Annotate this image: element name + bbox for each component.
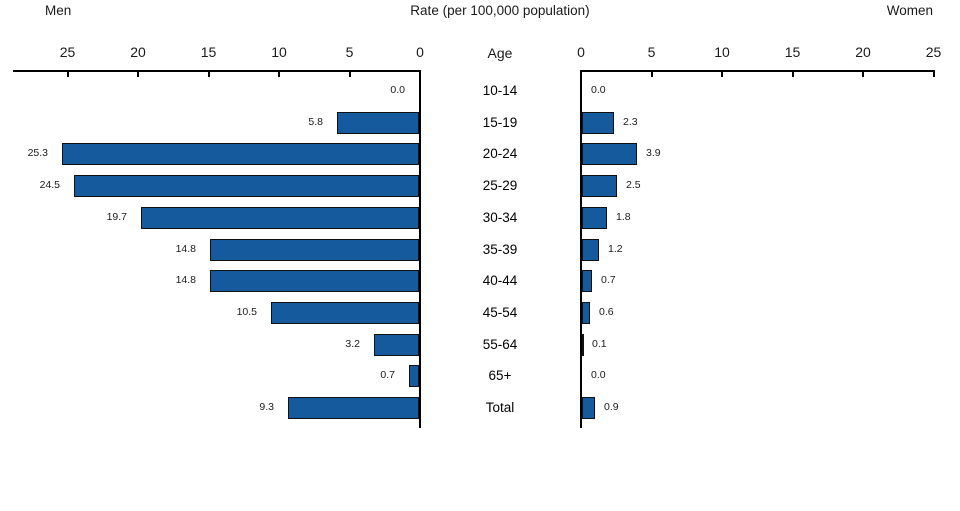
- men-axis-tick: [137, 71, 139, 77]
- women-bar: [582, 270, 592, 293]
- women-axis-line: [580, 70, 935, 72]
- men-value-label: 25.3: [27, 147, 48, 160]
- women-bar: [582, 175, 617, 198]
- men-value-label: 14.8: [175, 242, 196, 255]
- women-bar: [582, 397, 595, 419]
- men-bar: [74, 175, 419, 198]
- women-value-label: 0.9: [604, 401, 619, 413]
- women-value-label: 0.7: [601, 274, 616, 287]
- women-axis-tick: [721, 71, 723, 77]
- women-value-label: 1.2: [608, 242, 623, 255]
- chart-title: Rate (per 100,000 population): [410, 3, 590, 18]
- men-value-label: 19.7: [106, 210, 127, 223]
- age-group-label: 10-14: [482, 83, 518, 98]
- men-series-label: Men: [45, 3, 72, 18]
- men-value-label: 9.3: [259, 401, 274, 413]
- women-bar: [582, 206, 607, 229]
- men-bar: [337, 111, 419, 134]
- men-axis-tick-label: 5: [345, 44, 354, 60]
- women-value-label: 1.8: [616, 210, 631, 223]
- women-axis-tick-label: 5: [647, 44, 656, 60]
- men-value-label: 24.5: [39, 179, 60, 192]
- age-group-label: 65+: [488, 368, 512, 384]
- women-bar: [582, 301, 590, 324]
- women-value-label: 0.1: [592, 337, 607, 350]
- men-axis-tick-label: 10: [271, 44, 287, 60]
- women-axis-tick-label: 25: [925, 44, 942, 60]
- age-group-label: 35-39: [482, 241, 518, 257]
- men-value-label: 0.0: [390, 84, 405, 96]
- men-bar: [141, 206, 419, 229]
- age-group-label: 30-34: [482, 209, 518, 225]
- women-axis-tick: [932, 71, 935, 77]
- men-bar: [210, 270, 419, 293]
- women-value-label: 2.5: [626, 179, 641, 192]
- men-axis-tick: [278, 71, 280, 77]
- men-bar: [210, 238, 419, 261]
- men-value-label: 0.7: [380, 369, 395, 382]
- women-bar: [582, 143, 637, 166]
- women-value-label: 0.6: [599, 305, 614, 318]
- men-value-label: 14.8: [175, 274, 196, 287]
- age-group-label: 25-29: [482, 178, 518, 194]
- women-bar: [582, 111, 614, 134]
- men-axis-tick: [207, 71, 210, 77]
- women-bar: [582, 333, 584, 356]
- men-axis-tick: [66, 71, 69, 77]
- men-value-label: 10.5: [236, 305, 257, 318]
- women-value-label: 0.0: [591, 84, 606, 96]
- men-bar: [409, 365, 419, 388]
- women-bar: [582, 238, 599, 261]
- age-group-label: 55-64: [482, 336, 518, 352]
- men-value-label: 3.2: [345, 337, 360, 350]
- women-axis-tick-label: 20: [855, 44, 871, 60]
- age-axis-label: Age: [487, 45, 513, 61]
- women-value-label: 3.9: [646, 147, 661, 160]
- age-group-label: Total: [485, 400, 515, 415]
- age-group-label: 15-19: [482, 114, 518, 130]
- men-axis-tick-label: 20: [130, 44, 146, 60]
- men-bar: [271, 301, 419, 324]
- women-value-label: 0.0: [591, 369, 606, 382]
- women-axis-tick-label: 10: [714, 44, 730, 60]
- women-axis-tick: [650, 71, 653, 77]
- men-axis-tick-label: 25: [59, 44, 76, 60]
- men-bar: [288, 397, 419, 419]
- women-series-label: Women: [886, 3, 933, 18]
- men-axis-tick-label: 0: [416, 44, 424, 60]
- age-group-label: 45-54: [482, 304, 518, 320]
- men-baseline: [419, 70, 421, 428]
- age-group-label: 40-44: [482, 273, 518, 289]
- women-axis-tick: [862, 71, 864, 77]
- age-group-label: 20-24: [482, 146, 518, 162]
- men-bar: [374, 333, 419, 356]
- women-axis-tick-label: 0: [577, 44, 585, 60]
- men-axis-tick-label: 15: [200, 44, 217, 60]
- women-axis-tick-label: 15: [784, 44, 801, 60]
- men-axis-tick: [348, 71, 351, 77]
- men-value-label: 5.8: [308, 115, 323, 128]
- men-bar: [62, 143, 419, 166]
- women-axis-tick: [791, 71, 794, 77]
- women-value-label: 2.3: [623, 115, 638, 128]
- men-axis-line: [13, 70, 421, 72]
- women-baseline: [580, 70, 582, 428]
